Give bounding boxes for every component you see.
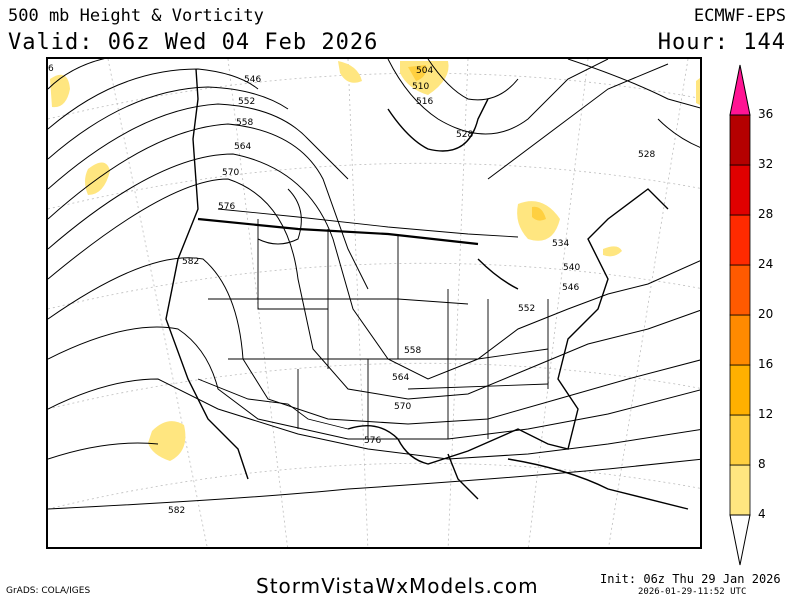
contour-label: 546: [244, 75, 262, 85]
colorbar: [729, 64, 751, 566]
contour-label: 582: [182, 257, 200, 267]
colorbar-label: 12: [758, 407, 774, 421]
contour-label: 576: [218, 202, 236, 212]
contour-label: 552: [518, 304, 536, 314]
contour-label: 510: [412, 82, 430, 92]
model-name: ECMWF-EPS: [693, 6, 786, 26]
colorbar-label: 16: [758, 357, 774, 371]
contour-label: 552: [238, 97, 256, 107]
contour-label: 534: [552, 239, 570, 249]
valid-time: Valid: 06z Wed 04 Feb 2026: [8, 30, 379, 55]
coastline: [165, 68, 689, 510]
colorbar-box: [729, 464, 751, 516]
colorbar-box: [729, 264, 751, 316]
contour-label: 570: [222, 168, 240, 178]
contour-label: 564: [234, 142, 252, 152]
timestamp: 2026-01-29-11:52 UTC: [638, 587, 747, 597]
contour-label: 540: [563, 263, 581, 273]
colorbar-box: [729, 164, 751, 216]
graticule: [48, 59, 700, 547]
map-panel: [46, 57, 702, 549]
colorbar-box: [729, 114, 751, 166]
contour-label: 558: [236, 118, 254, 128]
colorbar-box: [729, 364, 751, 416]
map-svg: [48, 59, 700, 547]
vorticity-shading-stronger: [408, 65, 546, 221]
colorbar-label: 32: [758, 157, 774, 171]
height-contours: [48, 59, 700, 510]
colorbar-box: [729, 414, 751, 466]
contour-576-north: [197, 217, 479, 246]
contour-label: 576: [364, 436, 382, 446]
contour-label: 528: [456, 130, 474, 140]
contour-label: 582: [168, 506, 186, 516]
colorbar-label: 20: [758, 307, 774, 321]
contour-label: 570: [394, 402, 412, 412]
political-boundaries: [197, 208, 549, 439]
colorbar-label: 4: [758, 507, 766, 521]
site-credit: StormVistaWxModels.com: [256, 574, 539, 598]
grads-credit: GrADS: COLA/IGES: [6, 586, 91, 596]
contour-label: 564: [392, 373, 410, 383]
colorbar-box: [729, 214, 751, 266]
forecast-hour: Hour: 144: [657, 30, 786, 55]
colorbar-label: 28: [758, 207, 774, 221]
contour-label: 528: [638, 150, 656, 160]
colorbar-label: 36: [758, 107, 774, 121]
init-time: Init: 06z Thu 29 Jan 2026: [600, 572, 781, 586]
contour-label: 546: [562, 283, 580, 293]
colorbar-label: 8: [758, 457, 766, 471]
colorbar-label: 24: [758, 257, 774, 271]
contour-label: 6: [48, 64, 54, 74]
contour-label: 516: [416, 97, 434, 107]
contour-label: 558: [404, 346, 422, 356]
colorbar-box: [729, 314, 751, 366]
chart-title: 500 mb Height & Vorticity: [8, 6, 264, 26]
colorbar-bottom-arrow: [729, 514, 751, 566]
vorticity-shading: [50, 61, 700, 461]
contour-label: 504: [416, 66, 434, 76]
colorbar-top-arrow: [729, 64, 751, 116]
